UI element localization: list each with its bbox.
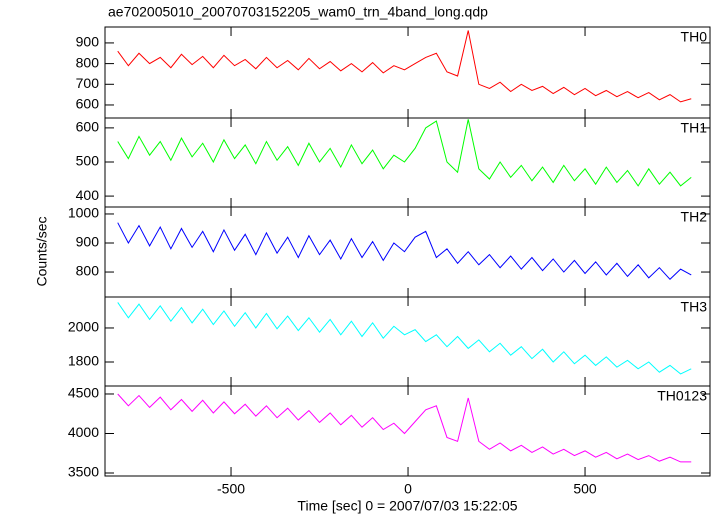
panel-label: TH0123 xyxy=(657,388,707,404)
panel-frame xyxy=(104,296,711,387)
x-tick-label: 0 xyxy=(404,481,412,497)
y-tick-label: 900 xyxy=(76,34,100,50)
y-tick-label: 800 xyxy=(76,263,100,279)
panel-label: TH2 xyxy=(681,209,708,225)
x-tick-label: -500 xyxy=(217,481,245,497)
y-tick-label: 4000 xyxy=(68,424,99,440)
y-tick-label: 400 xyxy=(76,187,100,203)
y-tick-label: 900 xyxy=(76,234,100,250)
y-tick-label: 500 xyxy=(76,153,100,169)
y-axis-title: Counts/sec xyxy=(34,216,50,286)
y-tick-label: 1800 xyxy=(68,353,99,369)
y-tick-label: 3500 xyxy=(68,464,99,480)
x-axis-title: Time [sec] 0 = 2007/07/03 15:22:05 xyxy=(297,498,517,514)
panel-label: TH0 xyxy=(681,29,708,45)
y-tick-label: 800 xyxy=(76,54,100,70)
y-tick-label: 4500 xyxy=(68,385,99,401)
panel-label: TH1 xyxy=(681,120,708,136)
y-tick-label: 2000 xyxy=(68,319,99,335)
panel-frame xyxy=(104,206,711,298)
panel-frame xyxy=(104,117,711,208)
x-tick-label: 500 xyxy=(573,481,597,497)
y-tick-label: 700 xyxy=(76,75,100,91)
light-curve xyxy=(117,302,692,375)
panel-label: TH3 xyxy=(681,299,708,315)
light-curve xyxy=(117,119,692,187)
panel-frame xyxy=(104,26,711,119)
light-curve xyxy=(117,393,692,463)
panel-frame xyxy=(104,385,711,477)
y-tick-label: 1000 xyxy=(68,205,99,221)
y-tick-label: 600 xyxy=(76,96,100,112)
chart-title: ae702005010_20070703152205_wam0_trn_4ban… xyxy=(108,4,488,20)
y-tick-label: 600 xyxy=(76,119,100,135)
light-curve xyxy=(117,30,692,103)
light-curve xyxy=(117,222,692,281)
